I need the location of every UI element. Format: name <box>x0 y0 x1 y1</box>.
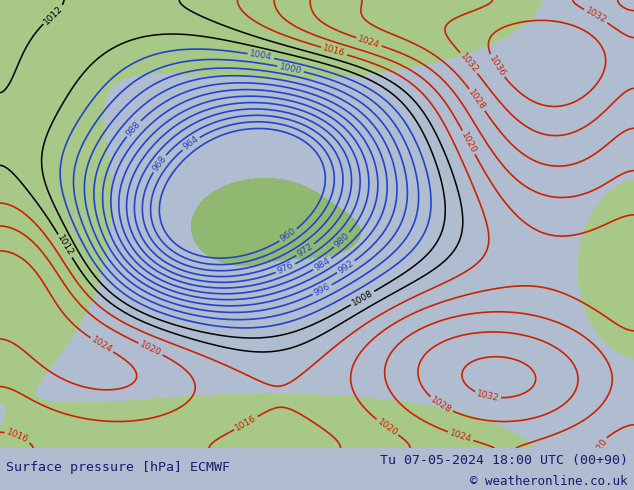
Text: 960: 960 <box>279 226 298 244</box>
Text: 964: 964 <box>181 135 200 152</box>
Text: 1012: 1012 <box>42 3 64 26</box>
Text: 1000: 1000 <box>278 62 302 75</box>
Text: 1016: 1016 <box>5 428 30 445</box>
Text: 1024: 1024 <box>448 428 473 444</box>
Text: 1036: 1036 <box>487 54 507 78</box>
Text: 1016: 1016 <box>321 44 346 58</box>
Text: 1024: 1024 <box>357 34 381 49</box>
Text: 980: 980 <box>332 231 351 249</box>
Text: 1012: 1012 <box>55 234 75 258</box>
Text: 1032: 1032 <box>458 51 479 74</box>
Text: 988: 988 <box>124 119 143 138</box>
Text: 1008: 1008 <box>351 289 375 308</box>
Text: 1020: 1020 <box>375 417 399 438</box>
Text: 984: 984 <box>313 256 332 272</box>
Text: 1028: 1028 <box>429 395 453 415</box>
Text: 992: 992 <box>336 258 356 275</box>
Text: 968: 968 <box>150 154 168 173</box>
Text: 1020: 1020 <box>138 340 163 358</box>
Text: Tu 07-05-2024 18:00 UTC (00+90): Tu 07-05-2024 18:00 UTC (00+90) <box>380 454 628 467</box>
Text: 1020: 1020 <box>589 437 609 460</box>
Text: Surface pressure [hPa] ECMWF: Surface pressure [hPa] ECMWF <box>6 461 230 474</box>
Text: 1028: 1028 <box>467 88 488 112</box>
Text: 1032: 1032 <box>584 6 608 25</box>
Text: 996: 996 <box>313 282 332 297</box>
Text: © weatheronline.co.uk: © weatheronline.co.uk <box>470 475 628 488</box>
Text: 1016: 1016 <box>234 414 258 433</box>
Text: 1032: 1032 <box>476 389 500 403</box>
Text: 1024: 1024 <box>90 335 114 355</box>
Text: 972: 972 <box>295 242 315 258</box>
Text: 976: 976 <box>276 261 295 276</box>
Text: 1020: 1020 <box>459 130 478 155</box>
Text: 1004: 1004 <box>249 49 273 62</box>
